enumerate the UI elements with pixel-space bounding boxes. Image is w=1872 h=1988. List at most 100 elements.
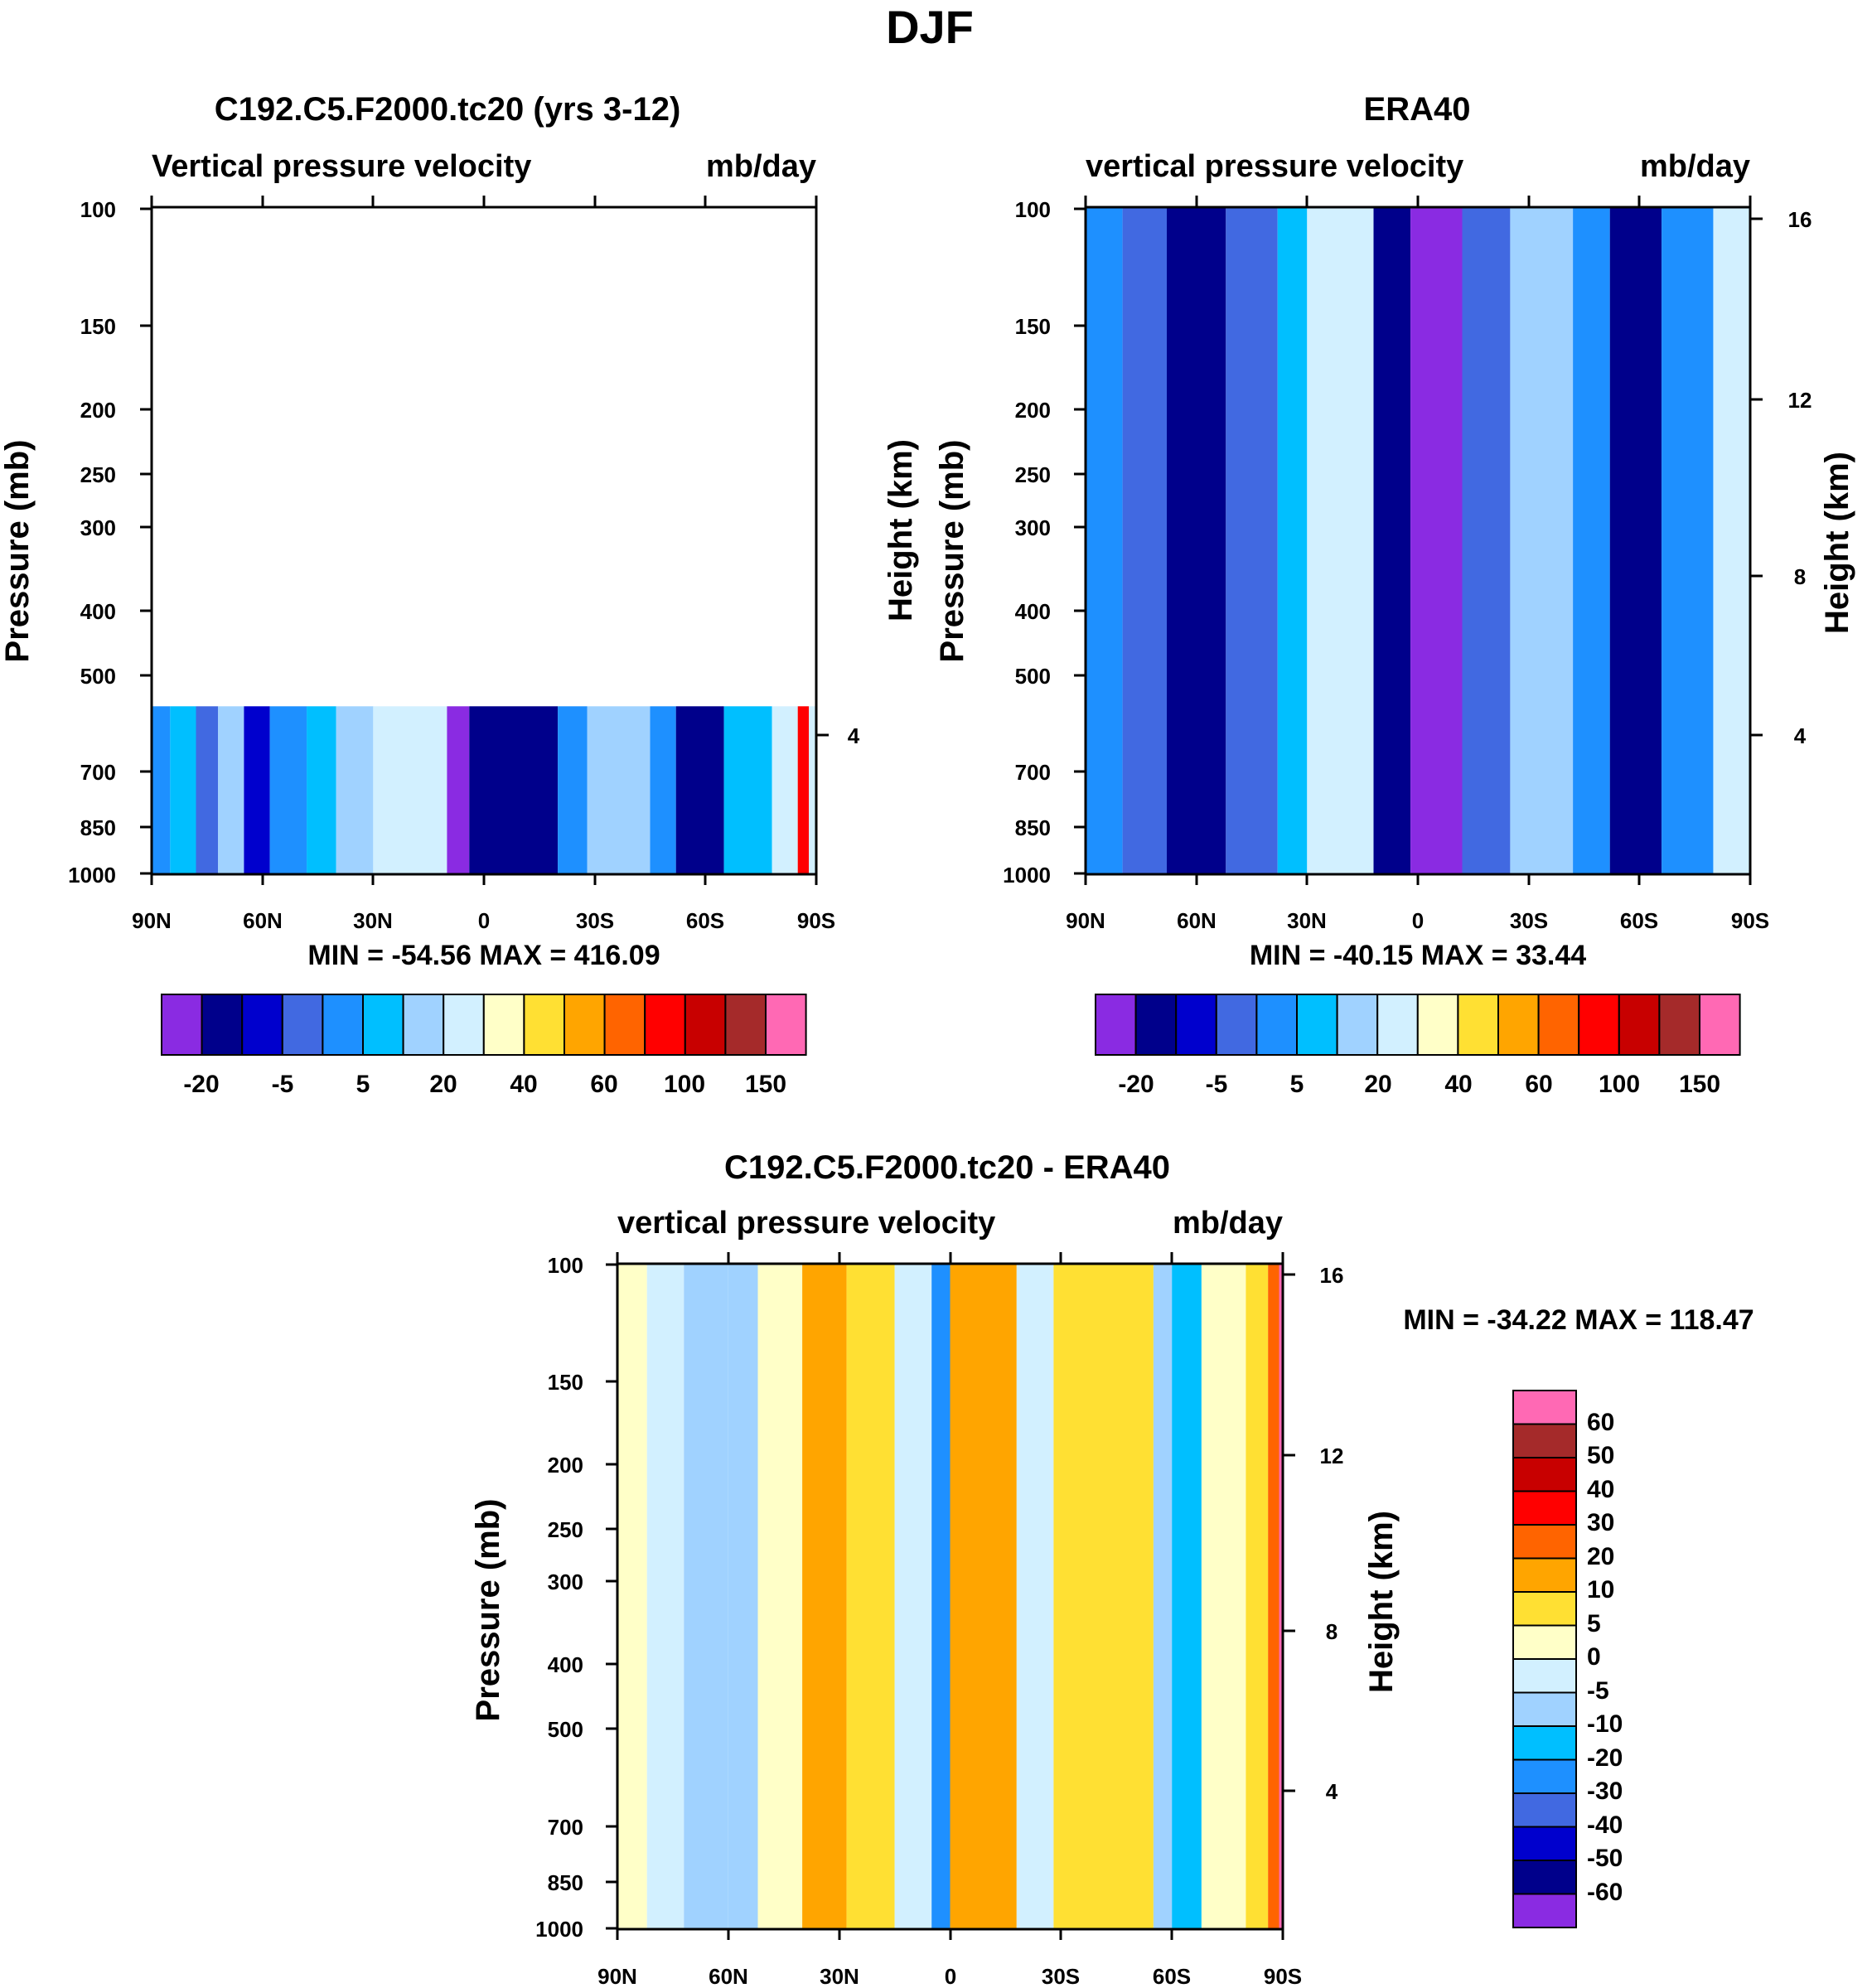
height-tick-label: 4: [1326, 1779, 1338, 1804]
field-band: [1246, 1264, 1269, 1929]
colorbar-swatch: [201, 994, 244, 1056]
field-band: [846, 1264, 895, 1929]
panel-difference-variable-label: vertical pressure velocity: [617, 1206, 995, 1241]
panel-difference-height-label: Height (km): [1363, 1511, 1400, 1693]
xtick-label: 60N: [1177, 908, 1217, 933]
field-band: [723, 706, 772, 874]
colorbar-swatch: [1512, 1826, 1577, 1861]
field-band: [218, 706, 244, 874]
colorbar-swatch: [1512, 1390, 1577, 1425]
ytick-label: 400: [548, 1652, 583, 1677]
field-band: [244, 706, 270, 874]
ytick-label: 200: [80, 398, 116, 423]
field-band: [196, 706, 219, 874]
panel-difference-colorbar-labels: 60 50 40 30 20 10 5 0 -5 -10 -20 -30 -40…: [1587, 1409, 1623, 1906]
ytick-label: 150: [1015, 314, 1051, 339]
field-band: [336, 706, 374, 874]
xtick-label: 60S: [1153, 1964, 1191, 1988]
xtick-label: 90N: [132, 908, 172, 933]
ytick-label: 300: [548, 1570, 583, 1594]
ytick-label: 300: [1015, 515, 1051, 540]
field-band: [269, 706, 307, 874]
colorbar-label: -5: [1587, 1677, 1609, 1705]
panel-obs-colorbar-labels: -20 -5 5 20 40 60 100 150: [1118, 1071, 1720, 1098]
ytick-label: 500: [1015, 664, 1051, 689]
colorbar-swatch: [1512, 1624, 1577, 1660]
colorbar-swatch: [1578, 994, 1620, 1056]
colorbar-swatch: [1376, 994, 1419, 1056]
colorbar-label: -5: [1206, 1071, 1228, 1098]
field-band: [1662, 207, 1714, 874]
colorbar-swatch: [241, 994, 283, 1056]
colorbar-swatch: [1416, 994, 1459, 1056]
colorbar-swatch: [1512, 1725, 1577, 1761]
panel-obs-y-ticks: 100 150 200 250 300 400 500 700 850 1000: [1003, 197, 1086, 888]
colorbar-label: 30: [1587, 1509, 1614, 1536]
colorbar-label: 10: [1587, 1576, 1614, 1603]
colorbar-swatch: [362, 994, 404, 1056]
colorbar-label: 60: [1525, 1071, 1552, 1098]
colorbar-swatch: [1512, 1758, 1577, 1794]
ytick-label: 200: [548, 1453, 583, 1478]
colorbar-swatch: [1296, 994, 1338, 1056]
panel-difference-height-ticks: 16 12 8 4: [1283, 1263, 1343, 1804]
field-band: [1307, 207, 1374, 874]
field-band: [646, 1264, 684, 1929]
height-tick-label: 8: [1326, 1619, 1337, 1644]
field-band: [1053, 1264, 1154, 1929]
panel-obs-height-ticks: 16 12 8 4: [1750, 207, 1812, 748]
field-band: [587, 706, 651, 874]
ytick-label: 250: [548, 1517, 583, 1542]
panel-model-y-ticks: 100 150 200 250 300 400 500 700 850 1000: [68, 197, 152, 888]
field-band: [1016, 1264, 1054, 1929]
field-band: [1277, 207, 1308, 874]
colorbar-label: -5: [272, 1071, 294, 1098]
colorbar-swatch: [322, 994, 364, 1056]
panel-difference-x-ticks: 90N 60N 30N 0 30S 60S 90S: [597, 1252, 1302, 1988]
field-band: [170, 706, 196, 874]
colorbar-swatch: [402, 994, 445, 1056]
ytick-label: 850: [80, 815, 116, 840]
panel-obs-field: [1086, 207, 1750, 874]
ytick-label: 100: [548, 1253, 583, 1278]
field-band: [757, 1264, 802, 1929]
panel-obs-variable-label: vertical pressure velocity: [1086, 149, 1463, 184]
ytick-label: 150: [548, 1370, 583, 1395]
colorbar-swatch: [644, 994, 686, 1056]
xtick-label: 60S: [686, 908, 724, 933]
colorbar-swatch: [1512, 1893, 1577, 1928]
colorbar-swatch: [1512, 1591, 1577, 1627]
colorbar-label: 150: [745, 1071, 786, 1098]
xtick-label: 60N: [709, 1964, 748, 1988]
height-tick-label: 4: [848, 723, 860, 748]
field-band: [950, 1264, 1017, 1929]
field-band: [809, 706, 816, 874]
colorbar-label: 40: [510, 1071, 537, 1098]
panel-model-units-label: mb/day: [706, 149, 816, 184]
colorbar-label: -40: [1587, 1811, 1623, 1839]
panel-model-variable-label: Vertical pressure velocity: [152, 149, 531, 184]
field-band: [1226, 207, 1278, 874]
colorbar-swatch: [1134, 994, 1178, 1056]
field-band: [772, 706, 798, 874]
colorbar-swatch: [603, 994, 646, 1056]
field-band: [1573, 207, 1610, 874]
ytick-label: 300: [80, 515, 116, 540]
field-band: [1172, 1264, 1202, 1929]
colorbar-label: -30: [1587, 1778, 1623, 1805]
panel-difference-stats: MIN = -34.22 MAX = 118.47: [1403, 1304, 1753, 1336]
colorbar-swatch: [523, 994, 566, 1056]
field-band: [894, 1264, 932, 1929]
colorbar-label: -20: [1587, 1744, 1623, 1772]
ytick-label: 700: [80, 760, 116, 785]
colorbar-swatch: [1512, 1524, 1577, 1560]
colorbar-swatch: [1618, 994, 1661, 1056]
xtick-label: 90S: [797, 908, 835, 933]
ytick-label: 850: [548, 1870, 583, 1895]
colorbar-swatch: [684, 994, 727, 1056]
xtick-label: 30N: [353, 908, 393, 933]
colorbar-label: 20: [1364, 1071, 1391, 1098]
colorbar-label: 20: [1587, 1543, 1614, 1570]
panel-obs-units-label: mb/day: [1640, 149, 1750, 184]
colorbar-swatch: [1537, 994, 1580, 1056]
